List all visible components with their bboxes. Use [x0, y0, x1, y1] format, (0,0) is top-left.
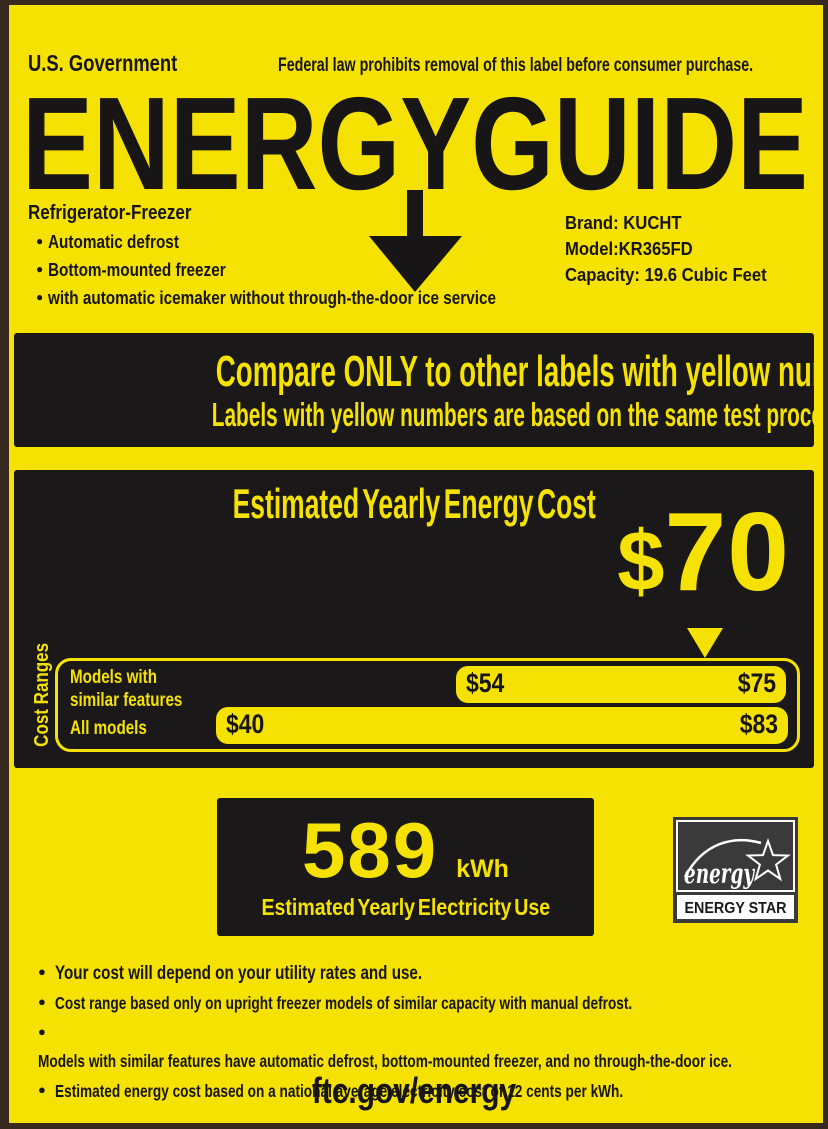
compare-banner: Compare ONLY to other labels with yellow… [14, 333, 828, 447]
model-line: Model:KR365FD [565, 238, 693, 259]
electricity-use-panel: 589 kWh Estimated Yearly Electricity Use [217, 798, 594, 936]
usage-caption: Estimated Yearly Electricity Use [261, 894, 550, 920]
feature-list: ● Automatic defrost ● Bottom-mounted freez… [36, 228, 575, 312]
energy-star-arc [683, 838, 762, 878]
bullet-icon: ● [36, 290, 44, 304]
kwh-unit: kWh [456, 855, 509, 883]
feature-item: ● Automatic defrost [36, 228, 575, 256]
federal-law-notice: Federal law prohibits removal of this la… [278, 55, 754, 76]
us-government-label: U.S. Government [28, 50, 178, 76]
dollar-sign: $ [617, 514, 665, 609]
footnotes: ● Your cost will depend on your utility r… [38, 958, 828, 1106]
kwh-number: 589 [302, 806, 439, 894]
compare-headline: Compare ONLY to other labels with yellow… [215, 347, 828, 396]
cost-ranges-box: Models with similar features $54 $75 All… [55, 658, 800, 752]
yearly-cost-value: $70 [617, 497, 790, 610]
feature-item: ● Bottom-mounted freezer [36, 256, 575, 284]
all-models-label: All models [70, 718, 147, 739]
cost-number: 70 [664, 490, 790, 614]
bullet-icon: ● [38, 1024, 46, 1039]
bullet-icon: ● [38, 994, 46, 1009]
bullet-icon: ● [38, 964, 46, 979]
footnote-item: ●Models with similar features have autom… [38, 1018, 828, 1076]
energy-star-logo: energy ENERGY STAR [673, 817, 798, 928]
bar-min-value: $54 [466, 668, 505, 698]
cost-pointer-icon [687, 628, 723, 658]
bar-max-value: $75 [737, 668, 776, 698]
bullet-icon: ● [36, 262, 44, 276]
cost-range-bar-similar: $54 $75 [456, 666, 786, 703]
footnote-item: ● Estimated energy cost based on a nation… [38, 1076, 828, 1106]
similar-models-label: Models with similar features [70, 667, 183, 711]
star-icon [745, 838, 791, 882]
cost-ranges-axis-label: Cost Ranges [31, 642, 53, 747]
product-info: Brand: KUCHT Model:KR365FD Capacity: 19.… [565, 210, 789, 288]
footnote-item: ● Your cost will depend on your utility r… [38, 958, 828, 988]
brand-line: Brand: KUCHT [565, 212, 682, 233]
energy-cost-title: Estimated Yearly Energy Cost [232, 480, 596, 527]
footnote-item: ● Cost range based only on upright freeze… [38, 988, 828, 1018]
bar-min-value: $40 [226, 709, 265, 739]
feature-item: ● with automatic icemaker without through… [36, 284, 575, 312]
usage-value: 589 kWh [217, 808, 594, 892]
capacity-line: Capacity: 19.6 Cubic Feet [565, 264, 767, 285]
down-arrow-icon [363, 190, 469, 299]
bullet-icon: ● [36, 234, 44, 248]
energyguide-title-text: ENERGYGUIDE [22, 90, 808, 196]
appliance-type: Refrigerator-Freezer [28, 202, 192, 224]
ftc-url: ftc.gov/energy [311, 1070, 517, 1111]
cost-range-bar-all: $40 $83 [216, 707, 788, 744]
energy-star-script: energy [684, 859, 756, 890]
bar-max-value: $83 [739, 709, 778, 739]
bullet-icon: ● [38, 1082, 46, 1097]
compare-subline: Labels with yellow numbers are based on … [211, 396, 828, 433]
energyguide-wordmark: ENERGYGUIDE [20, 70, 812, 217]
energy-star-caption: ENERGY STAR [685, 900, 787, 917]
energy-cost-panel: Estimated Yearly Energy Cost $70 Models … [14, 470, 814, 768]
